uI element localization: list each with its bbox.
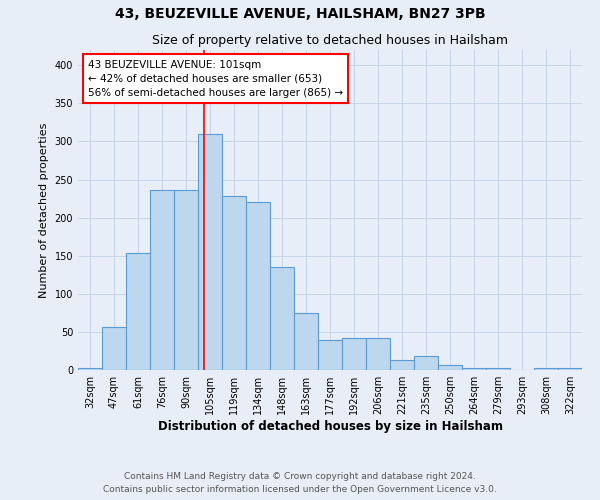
Bar xyxy=(126,254,150,370)
Bar xyxy=(270,267,294,370)
Bar xyxy=(318,340,342,370)
Bar xyxy=(462,368,486,370)
Bar xyxy=(246,202,270,370)
Bar xyxy=(150,190,174,370)
Bar xyxy=(558,368,582,370)
Text: 43 BEUZEVILLE AVENUE: 101sqm
← 42% of detached houses are smaller (653)
56% of s: 43 BEUZEVILLE AVENUE: 101sqm ← 42% of de… xyxy=(88,60,343,98)
Bar xyxy=(390,360,414,370)
Text: Contains HM Land Registry data © Crown copyright and database right 2024.
Contai: Contains HM Land Registry data © Crown c… xyxy=(103,472,497,494)
Bar xyxy=(78,368,102,370)
Bar xyxy=(294,313,318,370)
Bar xyxy=(102,326,126,370)
Bar xyxy=(414,356,438,370)
Bar xyxy=(174,190,198,370)
Bar xyxy=(366,338,390,370)
Bar xyxy=(438,366,462,370)
X-axis label: Distribution of detached houses by size in Hailsham: Distribution of detached houses by size … xyxy=(157,420,503,433)
Bar xyxy=(486,368,510,370)
Bar xyxy=(534,368,558,370)
Bar xyxy=(342,338,366,370)
Bar xyxy=(222,196,246,370)
Text: 43, BEUZEVILLE AVENUE, HAILSHAM, BN27 3PB: 43, BEUZEVILLE AVENUE, HAILSHAM, BN27 3P… xyxy=(115,8,485,22)
Title: Size of property relative to detached houses in Hailsham: Size of property relative to detached ho… xyxy=(152,34,508,48)
Bar xyxy=(198,134,222,370)
Y-axis label: Number of detached properties: Number of detached properties xyxy=(39,122,49,298)
